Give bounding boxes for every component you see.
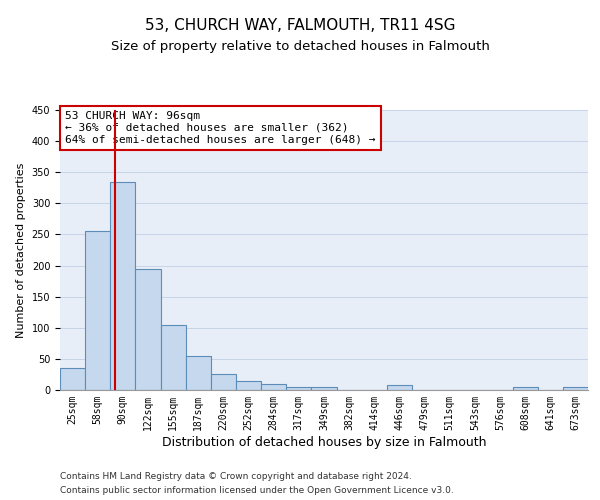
- Bar: [236, 380, 261, 390]
- Text: 53, CHURCH WAY, FALMOUTH, TR11 4SG: 53, CHURCH WAY, FALMOUTH, TR11 4SG: [145, 18, 455, 32]
- Text: Contains public sector information licensed under the Open Government Licence v3: Contains public sector information licen…: [60, 486, 454, 495]
- Bar: [110, 182, 136, 390]
- Bar: [311, 387, 337, 390]
- Bar: [387, 385, 412, 390]
- Text: 53 CHURCH WAY: 96sqm
← 36% of detached houses are smaller (362)
64% of semi-deta: 53 CHURCH WAY: 96sqm ← 36% of detached h…: [65, 112, 376, 144]
- Text: Contains HM Land Registry data © Crown copyright and database right 2024.: Contains HM Land Registry data © Crown c…: [60, 472, 412, 481]
- Bar: [186, 356, 211, 390]
- Text: Size of property relative to detached houses in Falmouth: Size of property relative to detached ho…: [110, 40, 490, 53]
- Bar: [60, 368, 85, 390]
- Bar: [512, 387, 538, 390]
- Bar: [286, 387, 311, 390]
- Bar: [563, 387, 588, 390]
- Bar: [136, 268, 161, 390]
- Bar: [261, 384, 286, 390]
- X-axis label: Distribution of detached houses by size in Falmouth: Distribution of detached houses by size …: [162, 436, 486, 448]
- Bar: [161, 324, 186, 390]
- Bar: [85, 232, 110, 390]
- Bar: [211, 374, 236, 390]
- Y-axis label: Number of detached properties: Number of detached properties: [16, 162, 26, 338]
